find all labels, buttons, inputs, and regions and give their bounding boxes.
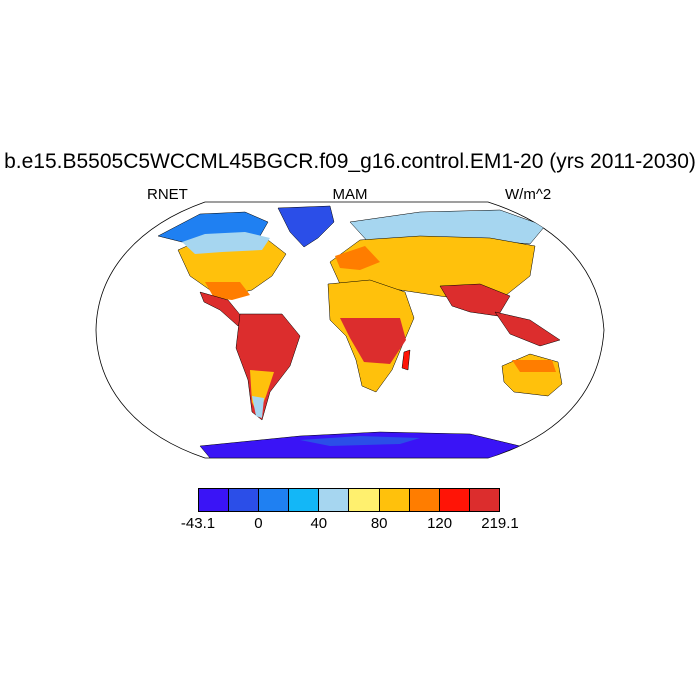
colorbar-swatch [439,489,470,511]
colorbar-swatch [229,489,260,511]
colorbar-tick-label: -43.1 [180,515,216,532]
colorbar-tick-label: 80 [370,515,388,532]
europe [335,246,380,270]
colorbar-swatch [409,489,440,511]
colorbar-swatch [469,489,499,511]
colorbar-swatch [379,489,410,511]
colorbar-swatch [199,489,230,511]
season-label: MAM [332,186,368,203]
units-label: W/m^2 [505,186,552,203]
colorbar-swatch [289,489,320,511]
patagonia [252,396,264,418]
variable-label: RNET [147,186,188,203]
land-masses [157,205,563,458]
north-america-canada [182,232,270,254]
antarctica-edge [300,436,420,446]
africa-central [340,318,406,364]
colorbar-swatch [349,489,380,511]
australia-north [512,360,556,372]
madagascar [401,349,411,371]
colorbar-swatch [259,489,290,511]
central-america [199,291,247,327]
greenland [277,205,335,248]
colorbar-swatch [319,489,350,511]
north-america-south [205,282,250,300]
plot-title: b.e15.B5505C5WCCML45BGCR.f09_g16.control… [4,150,696,173]
colorbar-tick-label: 120 [427,515,453,532]
southeast-asia [494,311,561,347]
colorbar-tick-label: 219.1 [481,515,519,532]
colorbar [198,488,500,512]
colorbar-tick-label: 40 [310,515,328,532]
colorbar-tick-label: 0 [254,515,263,532]
